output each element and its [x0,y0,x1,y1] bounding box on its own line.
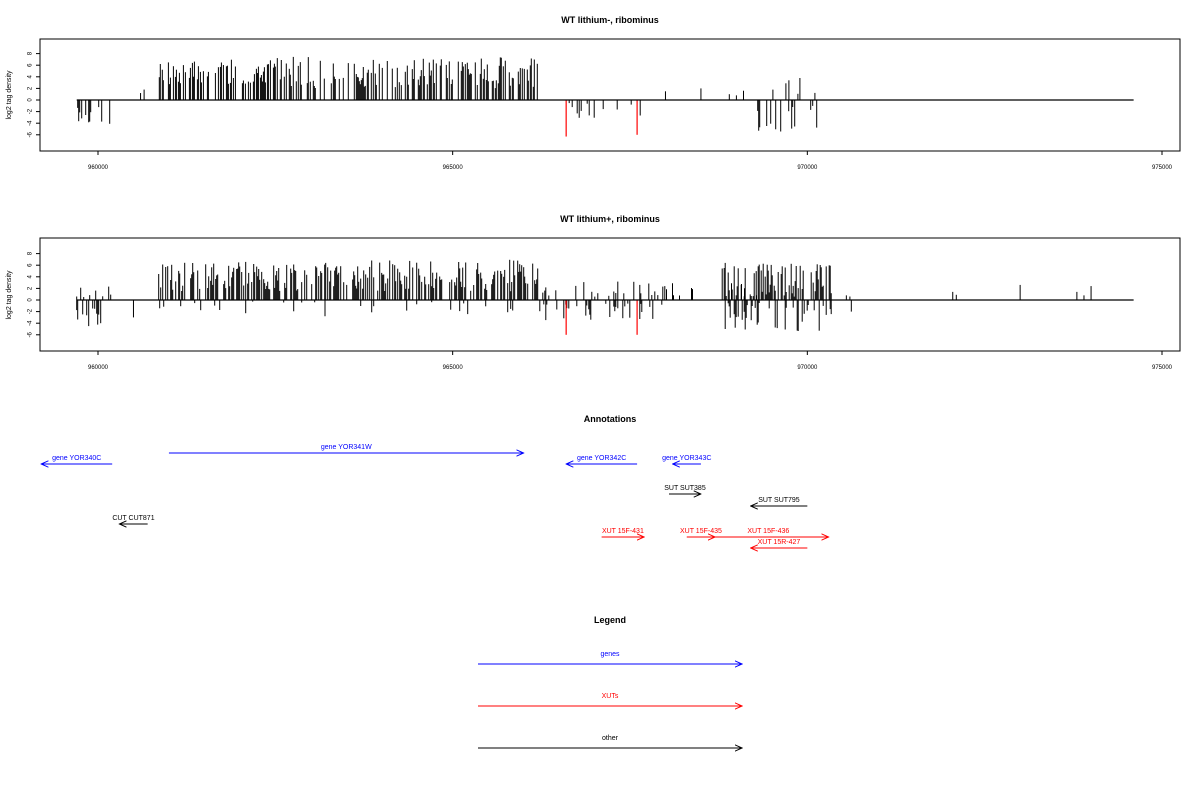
annotation-label: CUT CUT871 [112,515,154,522]
x-tick-label: 975000 [1152,165,1173,171]
x-tick-label: 960000 [88,365,109,371]
y-tick-label: 2 [28,286,34,290]
x-tick-label: 965000 [443,165,464,171]
axes-2: 8 6 4 2 0 -2 -4 -6 960000 965000 970000 975000 [28,251,1173,371]
annotation-label: SUT SUT795 [758,497,800,504]
plot-frame-1 [39,38,1181,152]
y-tick-label: -4 [28,320,34,326]
legend-list: genes XUTs other [478,651,742,748]
annotations-title: Annotations [584,414,637,424]
y-tick-label: 6 [28,263,34,267]
axes-1: 8 6 4 2 0 -2 -4 -6 960000 965000 970000 975000 [28,51,1173,171]
x-tick-label: 970000 [797,165,818,171]
bar-series-2 [76,259,1134,335]
y-tick-label: 8 [28,51,34,55]
y-tick-label: -2 [28,108,34,114]
y-tick-label: 0 [28,98,34,102]
annotation-label: XUT 15F-436 [747,528,789,535]
chart-title-2: WT lithium+, ribominus [560,214,660,224]
legend-label: genes [600,651,620,658]
chart-panel-2: WT lithium+, ribominus log2 tag density … [6,214,1181,371]
annotation-label: XUT 15F-431 [602,528,644,535]
chart-panel-1: WT lithium-, ribominus log2 tag density … [6,15,1181,171]
annotation-label: gene YOR343C [662,455,711,462]
legend-label: XUTs [602,693,619,700]
annotation-label: gene YOR340C [52,455,101,462]
x-tick-label: 970000 [797,365,818,371]
x-tick-label: 965000 [443,365,464,371]
y-tick-label: 0 [28,298,34,302]
y-tick-label: -2 [28,308,34,314]
bar-series-1 [76,56,1134,137]
plot-frame-2 [39,237,1181,352]
annotation-label: SUT SUT385 [664,485,706,492]
x-tick-label: 960000 [88,165,109,171]
y-tick-label: 8 [28,251,34,255]
legend-label: other [602,735,619,742]
y-tick-label: 2 [28,86,34,90]
y-axis-label-2: log2 tag density [6,270,13,320]
x-tick-label: 975000 [1152,365,1173,371]
y-tick-label: 4 [28,74,34,78]
chart-title-1: WT lithium-, ribominus [561,15,659,25]
y-tick-label: -6 [28,131,34,137]
annotation-list: gene YOR340C gene YOR341W gene YOR342C gene… [41,444,828,548]
annotation-label: XUT 15F-435 [680,528,722,535]
legend-panel: Legend genes XUTs other [478,615,742,748]
annotation-label: gene YOR342C [577,455,626,462]
y-tick-label: 6 [28,63,34,67]
y-tick-label: -4 [28,120,34,126]
annotation-label: gene YOR341W [321,444,372,451]
legend-title: Legend [594,615,626,625]
y-tick-label: 4 [28,274,34,278]
y-axis-label-1: log2 tag density [6,70,13,120]
y-tick-label: -6 [28,331,34,337]
annotation-label: XUT 15R-427 [758,539,801,546]
